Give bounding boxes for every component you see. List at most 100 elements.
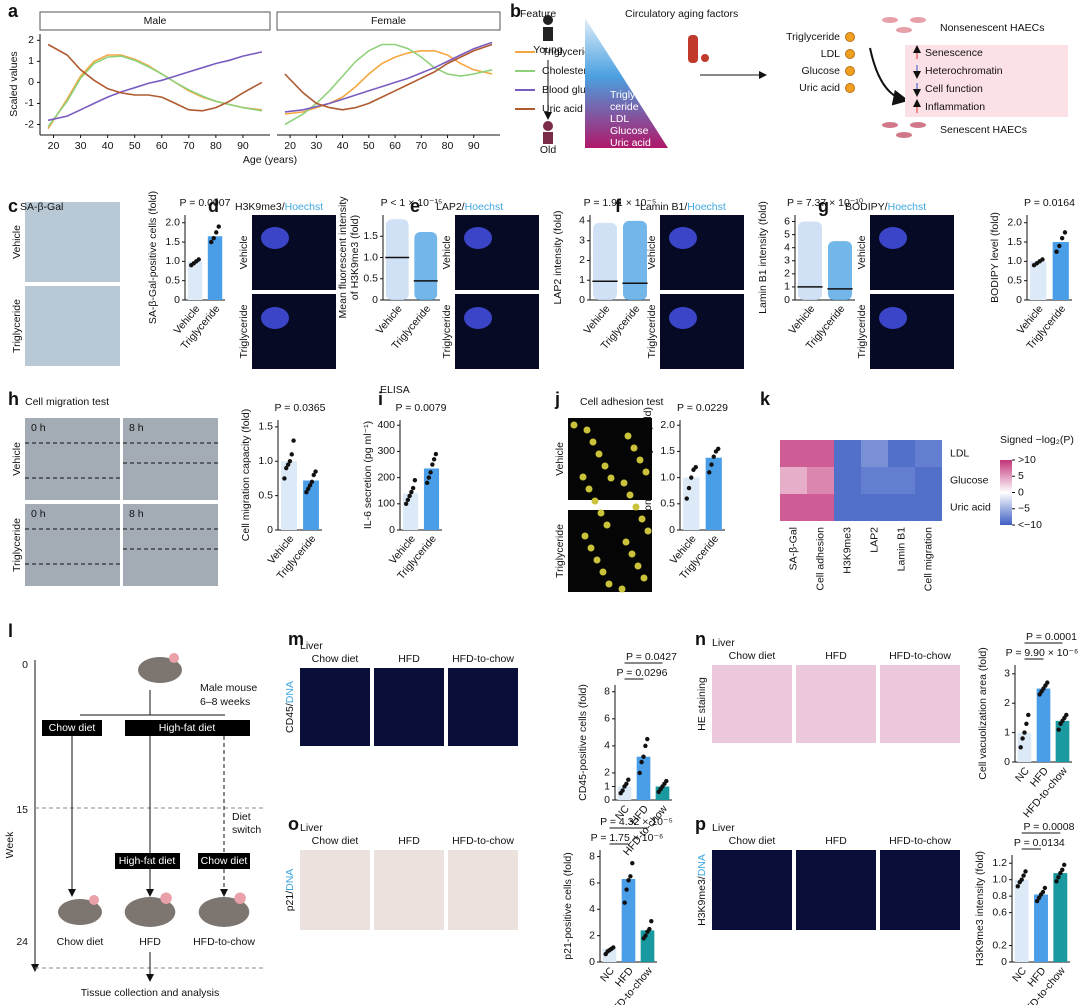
cell [638,515,646,523]
y-axis-label: H3K9me3 intensity (fold) [974,851,986,966]
data-point [1062,230,1068,235]
micrograph [300,668,370,746]
heatmap-cell [888,494,915,521]
heatmap-cell [861,440,888,467]
data-point [1015,884,1020,889]
time-label: 0 h [31,422,46,434]
y-tick-label: 400 [377,419,395,431]
micrograph [25,418,120,500]
panel-label: e [410,196,420,216]
triangle-label: Uric acid [610,137,651,149]
cell [630,444,638,452]
data-point [1056,875,1061,880]
series-line [284,43,493,111]
data-point [639,759,644,765]
title-part: BODIPY/ [845,201,888,213]
data-point [216,224,221,229]
label: Young [533,44,563,56]
cell [624,432,632,440]
heatmap-cell [807,494,834,521]
y-tick-label: 0.5 [1007,274,1022,286]
data-point [304,489,309,495]
y-tick-label: -1 [25,97,34,109]
factor-label: Triglyceride [786,31,840,43]
micrograph [123,418,218,500]
cell [644,527,652,535]
stain-part: Hoechst [465,201,504,213]
data-point [1062,862,1067,868]
data-point [1023,869,1028,874]
heatmap-cell [888,440,915,467]
data-point [430,462,435,467]
image-title: Cell adhesion test [580,396,664,408]
p-value: P = 0.0079 [396,402,447,414]
cell [570,421,578,429]
time-label: 8 h [129,508,144,520]
data-point [311,472,316,478]
cell [632,503,640,511]
title-part: LAP2/ [436,201,465,213]
data-point [284,465,289,471]
bar [1052,242,1069,300]
x-tick-label: 50 [363,140,375,152]
bar [1014,879,1029,962]
micrograph [796,850,876,930]
factor-dot [845,32,855,42]
y-axis-label: Mean fluorescent intensity [337,196,349,319]
tissue-label: Liver [300,822,323,834]
micrograph [660,215,744,290]
x-tick-label: 40 [102,140,114,152]
phase-box [125,720,250,736]
nucleus [879,227,907,249]
data-point [684,496,689,501]
y-tick-label: 1 [579,274,585,286]
data-point [622,900,627,905]
cell [595,450,603,458]
p-value: P = 9.90 × 10⁻⁶ [1006,647,1079,659]
column-label: HFD [825,650,847,662]
y-tick-label: 2 [28,34,34,46]
cell [585,485,593,493]
x-tick-label: 20 [48,140,60,152]
panel-label: n [695,629,706,649]
y-tick-label: 0 [589,956,595,968]
cell [622,538,630,546]
time-label: 8 h [129,422,144,434]
data-point [285,462,291,467]
x-tick-label: 60 [156,140,168,152]
row-label: Triglyceride [646,304,658,358]
column-label: HFD [398,835,420,847]
column-label: Chow diet [729,650,776,662]
x-tick-label: 80 [442,140,454,152]
heatmap-cell [915,494,942,521]
bar [705,457,722,530]
stain-label: HE staining [696,677,708,731]
category-label: Vehicle [786,303,817,337]
mouse-ear [169,653,179,663]
data-point [1059,235,1065,241]
data-point [1036,895,1042,900]
micrograph [455,215,539,290]
y-axis-label: Cell migration capacity (fold) [240,409,252,541]
panel-label: k [760,389,771,409]
micrograph [712,665,792,743]
micrograph [455,294,539,369]
y-tick-label: 0 [174,294,180,306]
data-point [407,493,412,499]
cell-icon [910,17,926,23]
row-label: Triglyceride [856,304,868,358]
data-point [405,497,411,503]
column-label: HFD-to-chow [889,835,951,847]
data-point [624,887,629,892]
panel-label: a [8,1,19,21]
cell [579,473,587,481]
y-axis-label: Lamin B1 intensity (fold) [757,201,769,314]
colorbar-tick-label: 5 [1018,470,1024,482]
factor-label: Uric acid [799,82,840,94]
stain-part: DNA [696,854,708,876]
y-tick-label: 1 [784,281,790,293]
x-tick-label: 60 [389,140,401,152]
label: Senescent HAECs [940,124,1027,136]
p-value: P = 1.91 × 10⁻⁵ [584,197,657,209]
